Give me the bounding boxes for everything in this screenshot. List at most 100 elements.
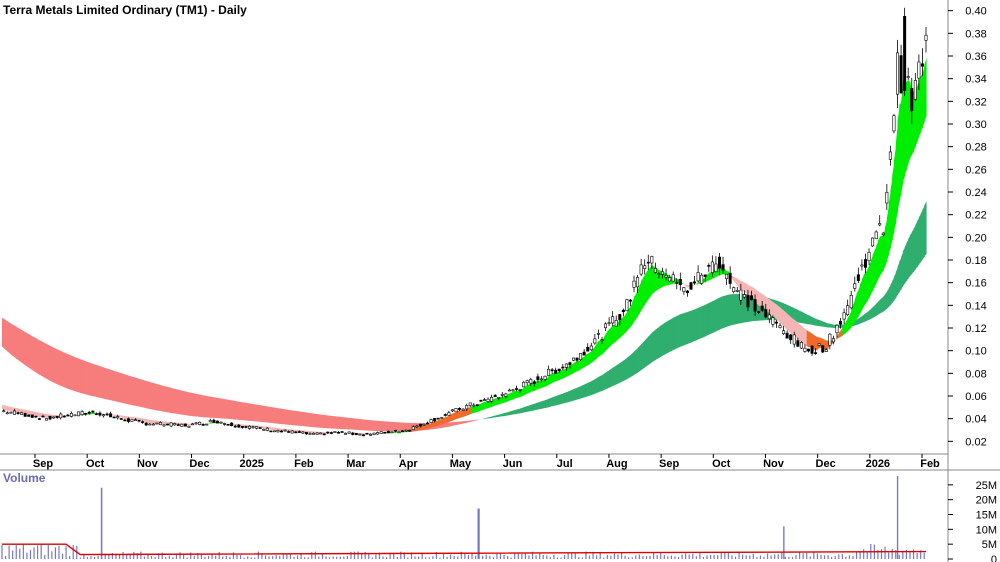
volume-bar [425,557,427,559]
candle-body [98,412,102,416]
candle-body [500,394,504,396]
candle-body [824,349,828,352]
time-tick-label: Feb [920,458,940,470]
volume-bar [229,556,231,559]
price-tick-label: 0.36 [965,51,986,63]
candle-body [586,347,590,352]
candle-body [618,314,622,321]
volume-bar [439,557,441,559]
volume-bar [29,549,32,559]
volume-bar [838,554,840,559]
volume-bar [745,555,747,559]
candle-body [504,393,508,397]
volume-bar [200,553,202,559]
candle-body [27,414,31,417]
volume-bar [47,545,49,559]
candle-body [511,389,515,392]
volume-bar [161,552,163,559]
candle-body [913,80,917,100]
volume-bar [809,556,811,559]
candle-body [653,268,657,273]
candle-body [336,432,340,434]
time-tick-label: Jun [503,458,523,470]
candle-body [849,295,853,309]
volume-bar [592,551,594,559]
time-tick-label: Oct [712,458,731,470]
volume-bar [880,549,883,559]
volume-bar [182,555,185,559]
candle-body [369,433,373,436]
volume-bar [752,553,754,559]
volume-bar [831,556,833,559]
candle-body [180,423,184,427]
volume-bar [4,555,7,559]
volume-bar [674,556,676,559]
candle-body [717,256,721,269]
volume-bar [450,554,452,559]
candle-body [475,404,479,406]
candle-body [814,352,818,354]
candle-body [205,423,209,426]
volume-bar [243,557,245,559]
candle-body [575,357,579,361]
candle-body [190,423,194,426]
candle-body [141,421,145,423]
candle-body [821,345,825,353]
volume-bar [54,547,57,559]
volume-bar [343,556,345,559]
volume-bar [859,551,861,559]
volume-bar [784,556,786,559]
candle-body [447,412,451,416]
volume-bar [653,552,655,559]
candle-body [561,366,565,369]
candle-body [547,369,551,376]
volume-bar [738,551,740,559]
volume-bar [325,556,327,559]
candle-body [628,299,632,302]
candle-body [896,52,900,95]
volume-bar [699,552,701,559]
volume-bar [606,555,608,559]
volume-bar [307,557,309,559]
volume-bar [336,556,338,559]
price-tick-label: 0.38 [965,28,986,40]
time-tick-label: Mar [346,458,366,470]
candle-body [198,421,202,425]
candle-body [80,411,84,416]
volume-bar [129,554,131,559]
candle-body [20,412,24,415]
volume-bar [346,555,348,559]
candle-body [130,419,134,422]
volume-bar [190,552,192,559]
volume-bar [734,556,737,559]
volume-bar [361,553,363,559]
volume-bar [642,556,644,559]
candle-body [450,409,454,412]
volume-bar [485,554,487,559]
volume-bar [507,556,509,559]
candle-body [668,277,672,282]
volume-bar [51,551,53,559]
volume-bar [175,553,178,559]
volume-bar [464,553,466,559]
volume-bar [499,553,502,559]
candle-body [212,419,216,423]
candle-body [767,314,771,320]
candle-body [885,191,889,204]
volume-bar [720,552,722,559]
volume-bar [599,551,601,559]
candle-body [41,415,45,418]
volume-bar [567,552,569,559]
time-tick-label: 2026 [866,458,890,470]
candle-body [258,427,262,429]
volume-bar [852,556,854,559]
volume-bar [428,557,430,559]
volume-bar [823,555,826,559]
volume-bar [393,553,395,559]
volume-bar [222,556,224,559]
candle-body [771,317,775,325]
volume-axis-ticks: 25M 20M 15M 10M 5M 0 [948,480,997,562]
price-tick-label: 0.30 [965,119,986,131]
candle-body [764,309,768,318]
volume-bar [613,553,616,559]
